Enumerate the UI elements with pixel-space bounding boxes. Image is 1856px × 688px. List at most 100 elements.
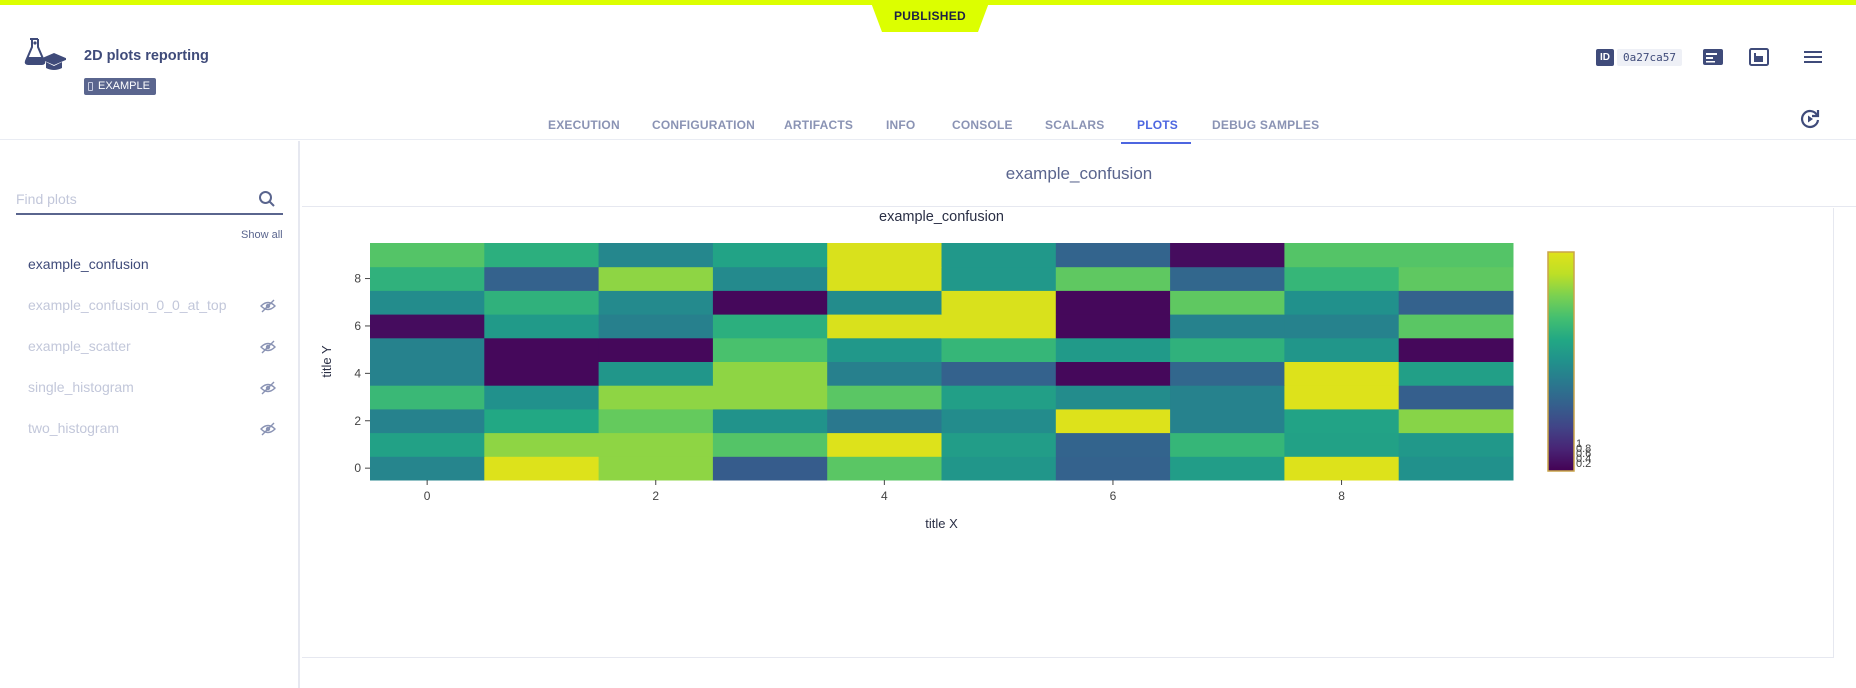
- heatmap-cell: [1284, 408, 1400, 434]
- heatmap-cell: [370, 432, 485, 457]
- auto-refresh-icon[interactable]: [1798, 107, 1822, 131]
- tab-configuration[interactable]: CONFIGURATION: [652, 118, 756, 132]
- layout-toggle-icon[interactable]: [1747, 45, 1771, 69]
- plot-group-header: example_confusion: [302, 141, 1856, 207]
- chart-title: example_confusion: [879, 209, 1004, 225]
- heatmap-cell: [712, 290, 828, 315]
- heatmap-cell: [1398, 314, 1514, 339]
- heatmap-cell: [712, 314, 828, 339]
- eye-off-icon[interactable]: [260, 299, 276, 313]
- y-tick-label: 8: [354, 272, 361, 286]
- heatmap-cell: [1170, 432, 1285, 457]
- colorbar-tick-label: 1: [1576, 438, 1582, 450]
- tab-info[interactable]: INFO: [886, 118, 916, 132]
- heatmap-cell: [1055, 266, 1171, 291]
- active-tab-indicator: [1121, 142, 1191, 144]
- heatmap-cell: [1284, 456, 1400, 481]
- heatmap-cell: [1170, 456, 1285, 481]
- x-tick-label: 0: [424, 489, 431, 503]
- search-icon[interactable]: [258, 190, 276, 208]
- y-tick-label: 4: [354, 366, 361, 380]
- heatmap-cell: [712, 266, 828, 291]
- heatmap-cell: [1398, 243, 1514, 268]
- heatmap-cell: [1398, 432, 1514, 457]
- heatmap-cell: [941, 266, 1057, 291]
- heatmap-cell: [598, 385, 714, 410]
- y-axis-label: title Y: [319, 345, 334, 378]
- task-id-badge[interactable]: ID 0a27ca57: [1596, 48, 1682, 66]
- plot-group-title: example_confusion: [1005, 164, 1153, 183]
- heatmap-cell: [1170, 290, 1285, 315]
- heatmap-cell: [827, 361, 942, 386]
- heatmap-cell: [1398, 337, 1514, 362]
- heatmap-cell: [827, 408, 942, 434]
- heatmap-cell: [1170, 266, 1285, 291]
- heatmap-cell: [598, 290, 714, 315]
- hamburger-menu-icon[interactable]: [1801, 45, 1825, 69]
- heatmap-cell: [484, 432, 600, 457]
- heatmap-cell: [712, 456, 828, 481]
- heatmap-cell: [1284, 266, 1400, 291]
- heatmap-cell: [1398, 361, 1514, 386]
- heatmap-cell: [1284, 290, 1400, 315]
- heatmap-cell: [598, 266, 714, 291]
- heatmap-cell: [827, 385, 942, 410]
- heatmap-cell: [598, 314, 714, 339]
- heatmap-cell: [941, 361, 1057, 386]
- eye-off-icon[interactable]: [260, 422, 276, 436]
- heatmap-cell: [712, 361, 828, 386]
- id-key: ID: [1596, 48, 1614, 66]
- colorbar-tick-label: 0.6: [1576, 448, 1591, 460]
- find-plots-input[interactable]: [16, 185, 283, 215]
- heatmap-cell: [941, 408, 1057, 434]
- heatmap-cell: [712, 432, 828, 457]
- heatmap-cell: [1055, 408, 1171, 434]
- tab-plots[interactable]: PLOTS: [1137, 118, 1179, 132]
- colorbar-tick-label: 0.8: [1576, 443, 1591, 455]
- heatmap-cell: [1055, 432, 1171, 457]
- heatmap-cell: [1170, 408, 1285, 434]
- sidebar-item-example-confusion[interactable]: example_confusion: [28, 256, 149, 272]
- details-panel-icon[interactable]: [1701, 45, 1725, 69]
- heatmap-cell: [370, 243, 485, 268]
- tab-artifacts[interactable]: ARTIFACTS: [784, 118, 854, 132]
- heatmap-cell: [941, 385, 1057, 410]
- x-tick-label: 8: [1338, 489, 1345, 503]
- heatmap-cell: [941, 456, 1057, 481]
- task-title: 2D plots reporting: [84, 48, 209, 64]
- tab-debug-samples[interactable]: DEBUG SAMPLES: [1212, 118, 1320, 132]
- heatmap-cell: [1398, 385, 1514, 410]
- heatmap-cell: [941, 337, 1057, 362]
- task-tag[interactable]: EXAMPLE: [84, 78, 156, 95]
- tab-execution[interactable]: EXECUTION: [548, 118, 620, 132]
- heatmap-cell: [484, 408, 600, 434]
- heatmap-cell: [1170, 243, 1285, 268]
- eye-off-icon[interactable]: [260, 340, 276, 354]
- tab-console[interactable]: CONSOLE: [952, 118, 1013, 132]
- heatmap-cell: [827, 314, 942, 339]
- heatmap-cell: [1170, 361, 1285, 386]
- sidebar-item-single-histogram[interactable]: single_histogram: [28, 379, 134, 395]
- heatmap-cell: [1170, 314, 1285, 339]
- heatmap-cell: [712, 243, 828, 268]
- heatmap-cell: [1055, 385, 1171, 410]
- show-all-link[interactable]: Show all: [241, 229, 283, 241]
- x-axis-label: title X: [925, 516, 958, 531]
- sidebar-item-example-confusion-0-0-at-top[interactable]: example_confusion_0_0_at_top: [28, 297, 227, 313]
- heatmap-cell: [941, 314, 1057, 339]
- status-label: PUBLISHED: [893, 9, 967, 23]
- heatmap-chart[interactable]: example_confusion 0 2 4 6 8 0 2 4 6 8 title X title …: [302, 208, 1834, 658]
- heatmap-cell: [370, 408, 485, 434]
- heatmap-cell: [1055, 337, 1171, 362]
- heatmap-cell: [827, 266, 942, 291]
- heatmap-cell: [1398, 266, 1514, 291]
- heatmap-cell: [484, 456, 600, 481]
- eye-off-icon[interactable]: [260, 381, 276, 395]
- heatmap-cell: [827, 243, 942, 268]
- sidebar-item-example-scatter[interactable]: example_scatter: [28, 338, 131, 354]
- heatmap-cell: [484, 361, 600, 386]
- tab-scalars[interactable]: SCALARS: [1045, 118, 1105, 132]
- sidebar-item-two-histogram[interactable]: two_histogram: [28, 420, 120, 436]
- heatmap-cell: [1055, 361, 1171, 386]
- x-tick-label: 2: [652, 489, 659, 503]
